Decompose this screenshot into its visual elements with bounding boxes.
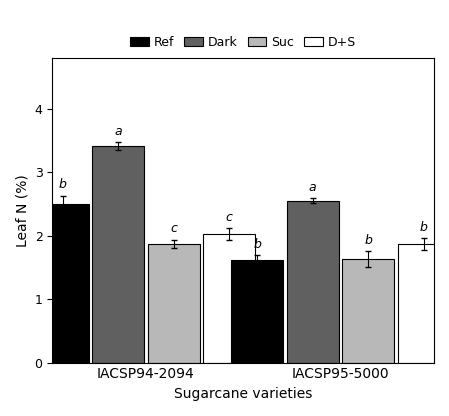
Bar <box>92 146 144 363</box>
Bar <box>231 260 283 363</box>
Text: b: b <box>253 238 261 251</box>
Bar <box>342 259 394 363</box>
Text: b: b <box>364 233 372 247</box>
Bar <box>397 244 449 363</box>
Bar <box>37 204 89 363</box>
Bar <box>203 234 255 363</box>
Bar <box>286 201 339 363</box>
X-axis label: Sugarcane varieties: Sugarcane varieties <box>174 387 313 401</box>
Y-axis label: Leaf N (%): Leaf N (%) <box>15 174 29 247</box>
Bar <box>148 244 200 363</box>
Legend: Ref, Dark, Suc, D+S: Ref, Dark, Suc, D+S <box>130 36 357 49</box>
Text: a: a <box>309 181 317 194</box>
Text: b: b <box>59 178 66 191</box>
Text: c: c <box>226 211 233 224</box>
Text: b: b <box>420 221 427 234</box>
Text: a: a <box>114 124 122 138</box>
Text: c: c <box>170 222 177 235</box>
